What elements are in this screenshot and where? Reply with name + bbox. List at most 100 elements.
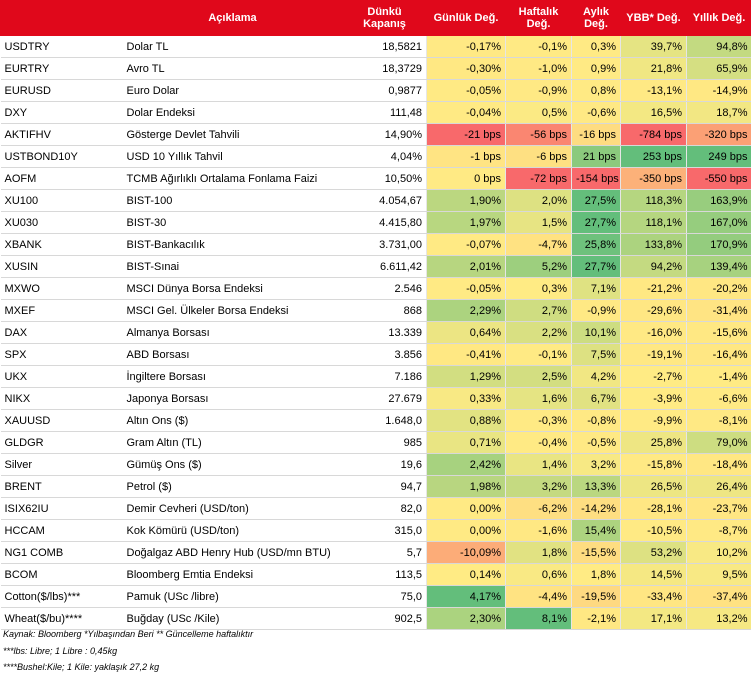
cell-yearly-change: -8,1% [686,409,751,432]
cell-monthly-change: 21 bps [571,145,621,168]
cell-code: XUSIN [0,255,123,278]
cell-monthly-change: 4,2% [571,365,621,388]
cell-ytd-change: -19,1% [620,343,687,366]
cell-description: Demir Cevheri (USD/ton) [122,497,343,520]
cell-daily-change: -10,09% [426,541,506,564]
cell-ytd-change: 25,8% [620,431,687,454]
cell-close: 10,50% [342,167,427,190]
header-row: Açıklama Dünkü Kapanış Günlük Değ. Hafta… [0,0,751,36]
cell-code: USDTRY [0,35,123,58]
cell-description: ABD Borsası [122,343,343,366]
cell-ytd-change: -13,1% [620,79,687,102]
cell-description: MSCI Gel. Ülkeler Borsa Endeksi [122,299,343,322]
cell-weekly-change: 2,2% [505,321,572,344]
cell-daily-change: 2,29% [426,299,506,322]
cell-monthly-change: -19,5% [571,585,621,608]
table-row: SPX ABD Borsası 3.856 -0,41% -0,1% 7,5% -19,1%… [0,343,751,366]
cell-monthly-change: 7,1% [571,277,621,300]
header-yearly-change: Yıllık Değ. [686,0,751,36]
cell-yearly-change: -320 bps [686,123,751,146]
cell-description: BIST-Bankacılık [122,233,343,256]
cell-description: Gümüş Ons ($) [122,453,343,476]
cell-yearly-change: 9,5% [686,563,751,586]
cell-yearly-change: -16,4% [686,343,751,366]
cell-daily-change: -0,41% [426,343,506,366]
cell-daily-change: 1,90% [426,189,506,212]
table-row: NIKX Japonya Borsası 27.679 0,33% 1,6% 6,7% -3… [0,387,751,410]
cell-weekly-change: -0,4% [505,431,572,454]
cell-ytd-change: -15,8% [620,453,687,476]
table-body: USDTRY Dolar TL 18,5821 -0,17% -0,1% 0,3% 39,7… [0,35,751,630]
cell-ytd-change: -10,5% [620,519,687,542]
cell-close: 94,7 [342,475,427,498]
cell-code: XU030 [0,211,123,234]
cell-description: Almanya Borsası [122,321,343,344]
cell-code: HCCAM [0,519,123,542]
cell-code: BRENT [0,475,123,498]
cell-code: GLDGR [0,431,123,454]
cell-monthly-change: -154 bps [571,167,621,190]
market-table: Açıklama Dünkü Kapanış Günlük Değ. Hafta… [0,0,751,630]
table-row: DXY Dolar Endeksi 111,48 -0,04% 0,5% -0,6% 16,… [0,101,751,124]
cell-description: Kok Kömürü (USD/ton) [122,519,343,542]
cell-monthly-change: 0,9% [571,57,621,80]
cell-code: AOFM [0,167,123,190]
cell-code: DAX [0,321,123,344]
cell-ytd-change: -9,9% [620,409,687,432]
cell-description: BIST-100 [122,189,343,212]
cell-ytd-change: 26,5% [620,475,687,498]
cell-ytd-change: 17,1% [620,607,687,630]
cell-weekly-change: 0,5% [505,101,572,124]
cell-daily-change: 2,42% [426,453,506,476]
cell-yearly-change: -31,4% [686,299,751,322]
cell-code: Silver [0,453,123,476]
cell-close: 113,5 [342,563,427,586]
cell-ytd-change: -784 bps [620,123,687,146]
cell-code: MXEF [0,299,123,322]
cell-description: İngiltere Borsası [122,365,343,388]
cell-ytd-change: 253 bps [620,145,687,168]
cell-code: BCOM [0,563,123,586]
table-row: AKTIFHV Gösterge Devlet Tahvili 14,90% -21 … [0,123,751,146]
cell-yearly-change: -1,4% [686,365,751,388]
cell-description: USD 10 Yıllık Tahvil [122,145,343,168]
cell-ytd-change: -33,4% [620,585,687,608]
cell-monthly-change: 10,1% [571,321,621,344]
cell-monthly-change: 13,3% [571,475,621,498]
cell-daily-change: -0,05% [426,79,506,102]
cell-monthly-change: 0,3% [571,35,621,58]
cell-daily-change: -0,17% [426,35,506,58]
cell-yearly-change: 65,9% [686,57,751,80]
cell-code: USTBOND10Y [0,145,123,168]
cell-yearly-change: -23,7% [686,497,751,520]
table-row: XAUUSD Altın Ons ($) 1.648,0 0,88% -0,3% -0,8… [0,409,751,432]
cell-weekly-change: -6,2% [505,497,572,520]
footnote-bushel: ****Bushel:Kile; 1 Kile: yaklaşık 27,2 k… [3,662,160,672]
cell-monthly-change: -0,8% [571,409,621,432]
header-close: Dünkü Kapanış [342,0,427,36]
cell-close: 5,7 [342,541,427,564]
header-ytd-change: YBB* Değ. [620,0,687,36]
header-weekly-change: Haftalık Değ. [505,0,572,36]
cell-yearly-change: 163,9% [686,189,751,212]
cell-code: XU100 [0,189,123,212]
cell-ytd-change: -3,9% [620,387,687,410]
table-row: BRENT Petrol ($) 94,7 1,98% 3,2% 13,3% 26,5% 26… [0,475,751,498]
cell-description: Buğday (USc /Kile) [122,607,343,630]
cell-monthly-change: -2,1% [571,607,621,630]
cell-close: 18,3729 [342,57,427,80]
cell-weekly-change: -0,3% [505,409,572,432]
footnote-source: Kaynak: Bloomberg *Yılbaşından Beri ** G… [3,629,254,639]
cell-code: Wheat($/bu)**** [0,607,123,630]
cell-monthly-change: 27,7% [571,255,621,278]
cell-weekly-change: -1,6% [505,519,572,542]
cell-monthly-change: -14,2% [571,497,621,520]
cell-code: NIKX [0,387,123,410]
cell-daily-change: 2,30% [426,607,506,630]
header-daily-change: Günlük Değ. [426,0,506,36]
cell-close: 7.186 [342,365,427,388]
cell-yearly-change: 94,8% [686,35,751,58]
cell-close: 0,9877 [342,79,427,102]
cell-yearly-change: 170,9% [686,233,751,256]
table-row: DAX Almanya Borsası 13.339 0,64% 2,2% 10,1% -1… [0,321,751,344]
